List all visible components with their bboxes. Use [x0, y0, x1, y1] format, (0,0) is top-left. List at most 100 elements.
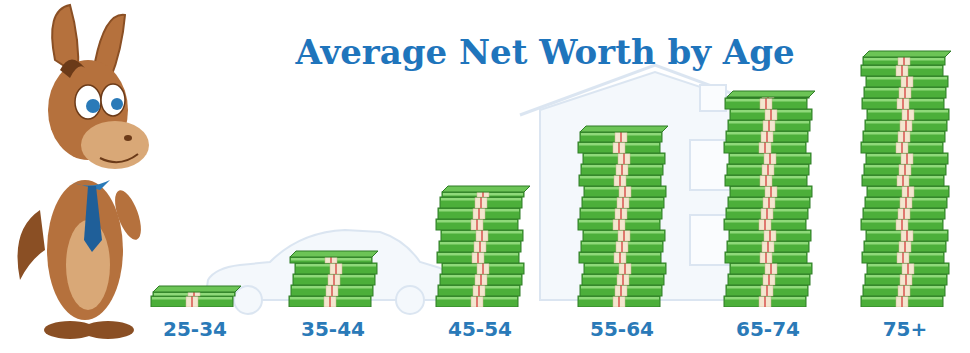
- bill-edge: [154, 293, 234, 296]
- bill-strap: [619, 186, 631, 197]
- bill-bundle: [729, 230, 811, 241]
- bill-strap: [186, 296, 198, 307]
- bill-bundle: [865, 120, 947, 131]
- bill-bundle: [730, 109, 812, 120]
- bill-strap: [475, 274, 487, 285]
- strap-line: [619, 175, 621, 186]
- bill-strap: [761, 208, 773, 219]
- bill-bundle: [442, 192, 524, 197]
- strap-line: [622, 274, 624, 285]
- bill-strap: [765, 109, 777, 120]
- strap-line: [903, 131, 905, 142]
- bill-bundle: [863, 131, 945, 142]
- bill-strap: [765, 186, 777, 197]
- bill-bundle: [727, 164, 809, 175]
- bill-strap: [476, 230, 488, 241]
- strap-line: [329, 296, 331, 307]
- bill-top: [442, 186, 530, 192]
- strap-line: [902, 175, 904, 186]
- bill-bundle: [724, 219, 806, 230]
- car-wheel: [396, 286, 424, 314]
- bill-bundle: [151, 296, 233, 307]
- strap-line: [481, 230, 483, 241]
- bill-strap: [328, 274, 340, 285]
- strap-line: [622, 197, 624, 208]
- bill-strap: [901, 76, 913, 87]
- strap-line: [624, 263, 626, 274]
- stack-extent: [727, 97, 809, 307]
- strap-line: [904, 164, 906, 175]
- bill-bundle: [438, 208, 520, 219]
- strap-line: [769, 153, 771, 164]
- strap-line: [767, 164, 769, 175]
- strap-line: [905, 197, 907, 208]
- bill-bundle: [726, 208, 808, 219]
- strap-line: [770, 186, 772, 197]
- strap-line: [906, 76, 908, 87]
- bill-strap: [900, 197, 912, 208]
- bill-bundle: [578, 142, 660, 153]
- bill-strap: [613, 296, 625, 307]
- chart-root: Average Net Worth by Age25-3435-4445-545…: [0, 0, 970, 353]
- bill-bundle: [578, 296, 660, 307]
- bill-strap: [898, 131, 910, 142]
- strap-line: [619, 252, 621, 263]
- mascot-tie: [84, 186, 102, 252]
- category-label: 65-74: [736, 317, 800, 341]
- bill-strap: [477, 263, 489, 274]
- bill-strap: [897, 98, 909, 109]
- bill-bundle: [867, 263, 949, 274]
- bill-bundle: [579, 175, 661, 186]
- category-label: 45-54: [448, 317, 512, 341]
- bill-strap: [618, 153, 630, 164]
- money-stack: [151, 286, 241, 307]
- strap-line: [766, 131, 768, 142]
- bill-bundle: [580, 132, 662, 142]
- bill-strap: [325, 257, 337, 263]
- bill-bundle: [584, 186, 666, 197]
- bill-bundle: [862, 252, 944, 263]
- strap-line: [193, 292, 195, 296]
- bill-strap: [761, 131, 773, 142]
- strap-line: [479, 241, 481, 252]
- bill-strap: [615, 132, 627, 142]
- strap-line: [907, 186, 909, 197]
- money-stack: [724, 91, 815, 307]
- strap-line: [478, 208, 480, 219]
- bill-bundle: [728, 120, 810, 131]
- bill-bundle: [861, 296, 943, 307]
- bill-strap: [902, 263, 914, 274]
- bill-strap: [613, 142, 625, 153]
- strap-line: [478, 285, 480, 296]
- bill-bundle: [864, 164, 946, 175]
- money-stack: [289, 251, 378, 307]
- strap-line: [477, 252, 479, 263]
- strap-line: [765, 252, 767, 263]
- bill-bundle: [861, 65, 943, 76]
- strap-line: [618, 219, 620, 230]
- bill-bundle: [439, 241, 521, 252]
- bill-strap: [326, 285, 338, 296]
- bill-strap: [614, 175, 626, 186]
- plot-area: [151, 51, 951, 307]
- bill-strap: [901, 153, 913, 164]
- bill-strap: [763, 120, 775, 131]
- bill-strap: [899, 241, 911, 252]
- bill-strap: [765, 263, 777, 274]
- bill-bundle: [289, 296, 371, 307]
- bill-bundle: [440, 274, 522, 285]
- bill-strap: [617, 274, 629, 285]
- mascot-mane: [60, 59, 85, 78]
- bill-strap: [902, 109, 914, 120]
- bill-bundle: [295, 263, 377, 274]
- bill-bundle: [867, 186, 949, 197]
- bill-strap: [188, 292, 200, 296]
- bill-bundle: [730, 263, 812, 274]
- category-label: 75+: [883, 317, 928, 341]
- bill-bundle: [866, 153, 948, 164]
- strap-line: [476, 219, 478, 230]
- bill-strap: [901, 230, 913, 241]
- strap-line: [903, 208, 905, 219]
- bill-bundle: [582, 274, 664, 285]
- bill-strap: [896, 65, 908, 76]
